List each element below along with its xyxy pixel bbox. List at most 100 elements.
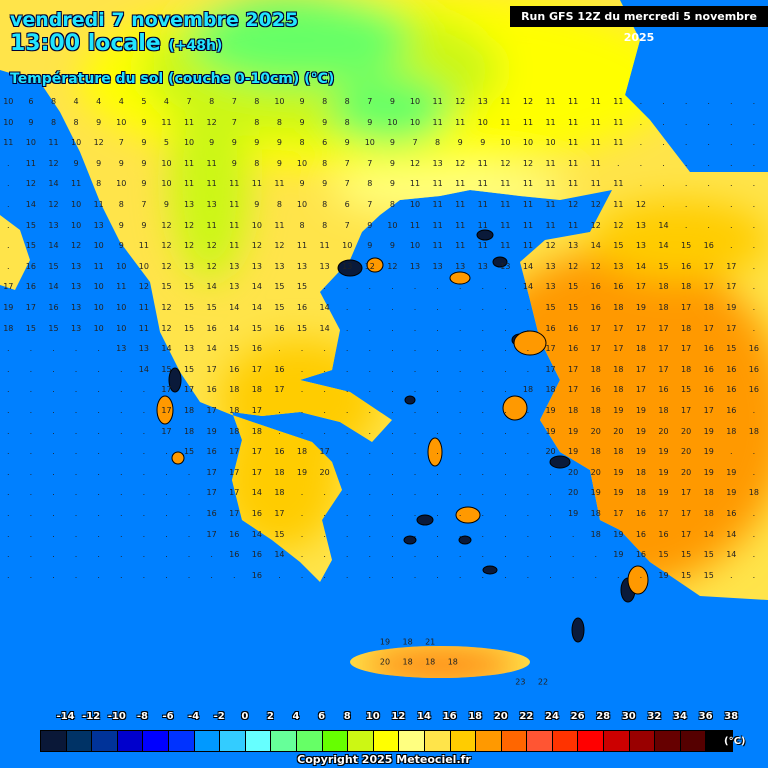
grid-value: 8 [73,117,79,127]
grid-value: 9 [322,117,328,127]
grid-value: 10 [93,241,104,251]
grid-value: 15 [703,550,714,560]
grid-value: 15 [274,529,285,539]
grid-value: . [7,220,10,230]
legend-label: -8 [136,711,148,722]
grid-value: . [345,509,349,518]
grid-value: . [142,550,146,560]
grid-value: 8 [276,200,282,209]
legend-swatch [706,731,733,751]
grid-value: 9 [118,158,124,168]
grid-value: 11 [432,200,443,209]
grid-value: . [323,550,326,560]
grid-value: 18 [703,488,714,498]
grid-value: 16 [726,406,737,415]
grid-value: 12 [590,261,601,271]
forecast-date: vendredi 7 novembre 2025 [10,9,299,31]
grid-value: 8 [50,97,57,106]
grid-value: 11 [432,117,443,127]
grid-value: . [504,447,507,457]
grid-value: 14 [25,200,36,209]
grid-value: 12 [93,138,104,148]
grid-value: . [368,426,372,436]
grid-value: 13 [183,261,195,271]
grid-value: . [571,529,575,539]
grid-value: 9 [254,138,260,148]
grid-value-row: . 14 12 10 11 8 7 9 13 13 11 9 8 10 8 6 … [0,199,768,211]
legend-label: 20 [493,711,508,722]
grid-value: . [707,220,710,230]
grid-value: . [730,241,733,251]
grid-value: . [97,385,100,395]
grid-value: 12 [161,261,172,271]
grid-value: 11 [568,158,579,168]
grid-value: . [7,364,10,374]
lead-time: (+48h) [168,38,223,54]
grid-value: . [187,550,191,560]
grid-value: . [662,117,665,127]
grid-value: 11 [229,220,240,230]
grid-value: 14 [590,241,601,251]
grid-value: 11 [229,179,240,189]
grid-value: . [504,385,507,395]
grid-value: 17 [251,447,262,457]
grid-value: . [571,550,575,560]
grid-value: . [571,570,575,580]
grid-value: 16 [703,241,714,251]
grid-value: . [458,364,462,374]
legend-label: 34 [673,711,687,722]
grid-value: 18 [402,657,413,667]
grid-value: 17 [229,467,240,477]
grid-value: 11 [590,179,601,189]
grid-value: 17 [681,406,692,415]
grid-value: 20 [568,488,579,498]
grid-value: . [52,426,55,436]
grid-value: 14 [658,241,669,251]
grid-value-row: 19 17 16 13 10 10 11 12 15 15 14 14 15 1… [0,302,768,314]
grid-value: 14 [726,529,737,539]
grid-value: 14 [251,488,262,498]
grid-value: 13 [432,158,443,168]
grid-value: 8 [96,179,102,189]
grid-value: 10 [409,97,421,106]
grid-value: . [752,550,756,560]
grid-value: . [29,509,33,518]
grid-value: . [458,509,462,518]
grid-value: . [368,488,372,498]
grid-value: . [458,488,462,498]
grid-value: . [119,447,123,457]
grid-value: . [7,447,10,457]
grid-value: 15 [183,303,195,312]
grid-value-row: . . . . . . . 17 17 16 18 18 17 . . . . … [0,384,768,396]
grid-value: 20 [545,447,556,457]
grid-value: . [300,550,304,560]
grid-value: 13 [432,261,443,271]
grid-value: . [368,406,372,415]
grid-value: 11 [477,241,488,251]
grid-value: 19 [703,426,714,436]
legend-unit: (°C) [724,736,746,747]
grid-value: 11 [455,241,466,251]
grid-value: . [29,529,33,539]
legend-swatch [41,731,67,751]
grid-value: 16 [251,570,262,580]
grid-value: 11 [455,220,466,230]
grid-value: 14 [274,550,285,560]
grid-value: 13 [296,261,308,271]
grid-value: 8 [254,158,260,168]
grid-value: . [504,488,507,498]
grid-value: 8 [389,200,395,209]
grid-value: 13 [455,261,466,271]
grid-value: 11 [274,220,285,230]
grid-value: . [142,447,146,457]
grid-value: . [74,529,78,539]
grid-value: 9 [389,138,395,148]
grid-value: 13 [319,261,330,271]
grid-value: 11 [183,117,195,127]
grid-value: . [7,550,10,560]
grid-value: 18 [229,385,240,395]
grid-value: 19 [590,488,601,498]
grid-value: 17 [726,261,737,271]
grid-value: 13 [251,261,262,271]
grid-value: . [549,529,552,539]
